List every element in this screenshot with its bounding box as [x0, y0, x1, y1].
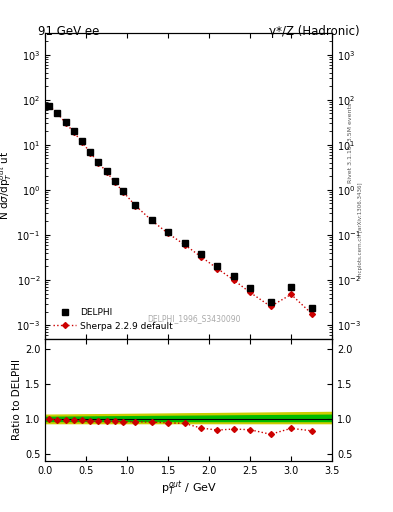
Text: 91 GeV ee: 91 GeV ee [38, 25, 99, 37]
X-axis label: p$_T^{out}$ / GeV: p$_T^{out}$ / GeV [161, 480, 217, 498]
Y-axis label: Ratio to DELPHI: Ratio to DELPHI [12, 359, 22, 440]
Legend: DELPHI, Sherpa 2.2.9 default: DELPHI, Sherpa 2.2.9 default [50, 305, 177, 334]
Text: Rivet 3.1.10, 3.5M events: Rivet 3.1.10, 3.5M events [348, 103, 353, 183]
Text: γ*/Z (Hadronic): γ*/Z (Hadronic) [269, 25, 360, 37]
Text: mcplots.cern.ch [arXiv:1306.3436]: mcplots.cern.ch [arXiv:1306.3436] [358, 183, 363, 278]
Y-axis label: N d$\sigma$/dp$_T^{out}$ ut: N d$\sigma$/dp$_T^{out}$ ut [0, 152, 14, 221]
Text: DELPHI_1996_S3430090: DELPHI_1996_S3430090 [148, 314, 241, 324]
